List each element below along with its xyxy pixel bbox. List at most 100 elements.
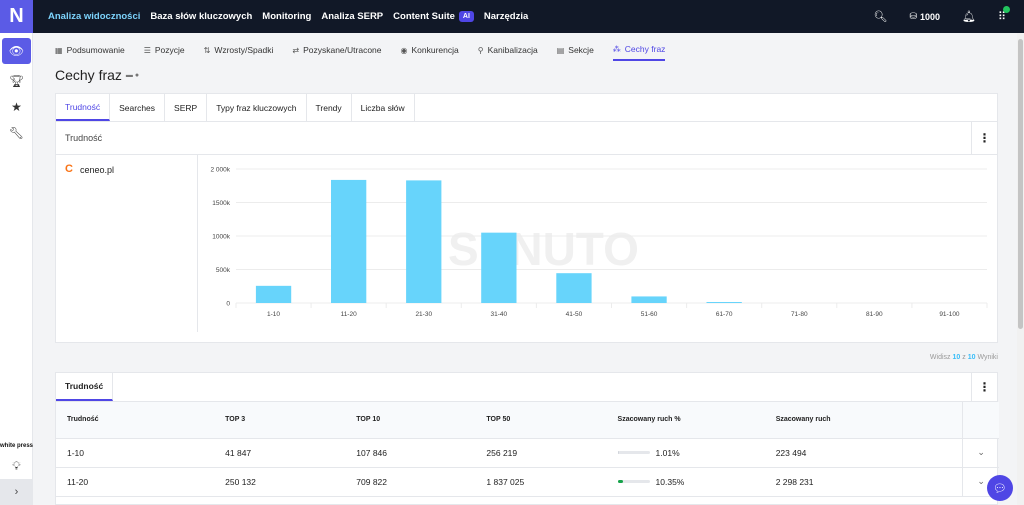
topnav-item[interactable]: Content Suite AI <box>393 11 474 22</box>
subtab-icon: ▦ <box>55 45 63 55</box>
table-row[interactable]: 11-20 250 132 709 822 1 837 025 10.35% 2 298 … <box>56 467 999 497</box>
subtab[interactable]: ⁂ Cechy fraz <box>612 39 666 61</box>
x-tick-label: 21-30 <box>415 311 432 318</box>
pct-bar <box>617 480 650 483</box>
topnav-item[interactable]: Baza słów kluczowych <box>150 11 253 22</box>
subtab[interactable]: ⇅ Wzrosty/Spadki <box>203 45 274 55</box>
sidebar-expand-button[interactable]: › <box>0 479 33 505</box>
subtab[interactable]: ▤ Sekcje <box>556 45 594 55</box>
credits-counter[interactable]: ⛁ 1000 <box>909 11 940 22</box>
table-card: Trudność ⋮ Trudność TOP 3 TOP 10 TOP 50 Szac… <box>55 372 999 505</box>
x-tick-label: 51-60 <box>641 311 658 318</box>
app-logo[interactable]: N <box>0 0 33 33</box>
bar-chart-svg: SENUTO 0 500k 1000k 1500k 2 000k 1-10 11-20 21-3… <box>210 167 988 318</box>
top-right-tools: 🔍︎ ⛁ 1000 🔔︎ ⠿ <box>873 0 1010 33</box>
cell-top3: 41 847 <box>214 438 346 468</box>
table-tabs: Trudność ⋮ <box>56 373 997 402</box>
pct-bar <box>617 451 650 454</box>
subtab[interactable]: ◉ Konkurencja <box>400 45 459 55</box>
bar <box>631 296 667 303</box>
y-tick-label: 500k <box>216 267 231 274</box>
feature-tab[interactable]: Searches <box>110 94 166 121</box>
feature-tab[interactable]: Liczba słów <box>352 94 415 121</box>
cell-top10: 107 846 <box>345 438 476 468</box>
eye-icon[interactable]: 👁︎ <box>2 38 31 64</box>
bar <box>331 179 367 303</box>
feature-tab[interactable]: SERP <box>165 94 208 121</box>
bell-icon[interactable]: 🔔︎ <box>961 11 976 23</box>
chat-icon[interactable]: 💬︎ <box>987 475 1013 501</box>
column-header[interactable]: Szacowany ruch % <box>606 402 765 439</box>
feature-tab[interactable]: Trudność <box>56 94 111 121</box>
topnav-item[interactable]: Analiza SERP <box>321 11 384 22</box>
table-tab-difficulty[interactable]: Trudność <box>56 373 114 401</box>
scroll-thumb[interactable] <box>1018 39 1023 329</box>
section-header: Trudność ⋮ <box>56 122 997 155</box>
subtab[interactable]: ⇄ Pozyskane/Utracone <box>292 45 382 55</box>
y-tick-label: 2 000k <box>210 167 230 174</box>
domain-legend: C ceneo.pl <box>56 155 198 332</box>
page-title: Cechy fraz ▬ ● <box>55 67 140 83</box>
column-header[interactable]: Trudność <box>56 402 215 439</box>
subtab-icon: ⚲ <box>477 45 484 55</box>
x-tick-label: 71-80 <box>791 311 808 318</box>
topnav-item[interactable]: Monitoring <box>262 11 312 22</box>
table-row[interactable]: 1-10 41 847 107 846 256 219 1.01% 223 494 ⌄ <box>56 438 999 468</box>
cell-top50: 256 219 <box>475 438 607 468</box>
cell-pct: 10.35% <box>606 467 765 497</box>
cell-top3: 250 132 <box>214 467 346 497</box>
left-sidebar: 👁︎ 🏆︎ ★ 🔧︎ white press 💡︎ › <box>0 33 33 505</box>
star-icon[interactable]: ★ <box>11 100 22 114</box>
watermark: SENUTO <box>448 223 639 275</box>
whitepress-logo[interactable]: white press <box>0 443 34 449</box>
x-tick-label: 61-70 <box>716 311 733 318</box>
x-tick-label: 1-10 <box>267 311 280 318</box>
info-icon[interactable]: ▬ ● <box>125 71 140 79</box>
y-tick-label: 1000k <box>212 234 230 241</box>
bar <box>556 273 592 303</box>
subtab-icon: ◉ <box>400 45 408 55</box>
feature-tab[interactable]: Trendy <box>307 94 352 121</box>
subtab-icon: ⁂ <box>612 44 621 54</box>
cell-traffic: 223 494 <box>764 438 963 468</box>
cell-pct: 1.01% <box>606 438 765 468</box>
search-icon[interactable]: 🔍︎ <box>873 11 888 23</box>
cell-traffic: 2 298 231 <box>764 467 963 497</box>
page-scrollbar[interactable] <box>1017 33 1024 505</box>
domain-name: ceneo.pl <box>79 165 114 175</box>
x-tick-label: 91-100 <box>939 311 960 318</box>
feature-tabs: Trudność Searches SERP Typy fraz kluczowych… <box>56 94 997 122</box>
column-header[interactable]: TOP 50 <box>475 402 607 439</box>
topnav-item[interactable]: Narzędzia <box>483 11 529 22</box>
lightbulb-icon[interactable]: 💡︎ <box>12 458 21 473</box>
subtab[interactable]: ☰ Pozycje <box>143 45 185 55</box>
subtab[interactable]: ⚲ Kanibalizacja <box>477 45 538 55</box>
feature-tab[interactable]: Typy fraz kluczowych <box>207 94 307 121</box>
column-header[interactable]: TOP 3 <box>214 402 346 439</box>
bar <box>255 285 292 303</box>
bar <box>481 232 517 303</box>
more-options-icon[interactable]: ⋮ <box>971 122 997 154</box>
x-tick-label: 11-20 <box>341 311 358 318</box>
table-more-options-icon[interactable]: ⋮ <box>971 373 997 401</box>
bar <box>406 180 442 303</box>
trophy-icon[interactable]: 🏆︎ <box>8 74 25 88</box>
bar <box>706 301 742 303</box>
chevron-down-icon[interactable]: ⌄ <box>962 438 999 468</box>
subtab[interactable]: ▦ Podsumowanie <box>55 45 125 55</box>
results-count: Widisz 10 z 10 Wyniki <box>929 354 998 361</box>
cell-top10: 709 822 <box>345 467 476 497</box>
subtab-icon: ☰ <box>143 45 151 55</box>
column-header[interactable]: Szacowany ruch <box>764 402 963 439</box>
apps-grid-icon[interactable]: ⠿ <box>998 6 1010 23</box>
notification-dot <box>1003 6 1010 13</box>
chart-card: Trudność Searches SERP Typy fraz kluczowych… <box>55 93 998 343</box>
wrench-icon[interactable]: 🔧︎ <box>8 126 25 140</box>
y-tick-label: 0 <box>226 301 230 308</box>
column-header[interactable]: TOP 10 <box>345 402 476 439</box>
x-tick-label: 41-50 <box>566 311 583 318</box>
subtab-icon: ⇅ <box>203 45 211 55</box>
ai-badge: AI <box>458 11 474 22</box>
subtab-icon: ⇄ <box>292 45 300 55</box>
topnav-item[interactable]: Analiza widoczności <box>48 11 141 22</box>
